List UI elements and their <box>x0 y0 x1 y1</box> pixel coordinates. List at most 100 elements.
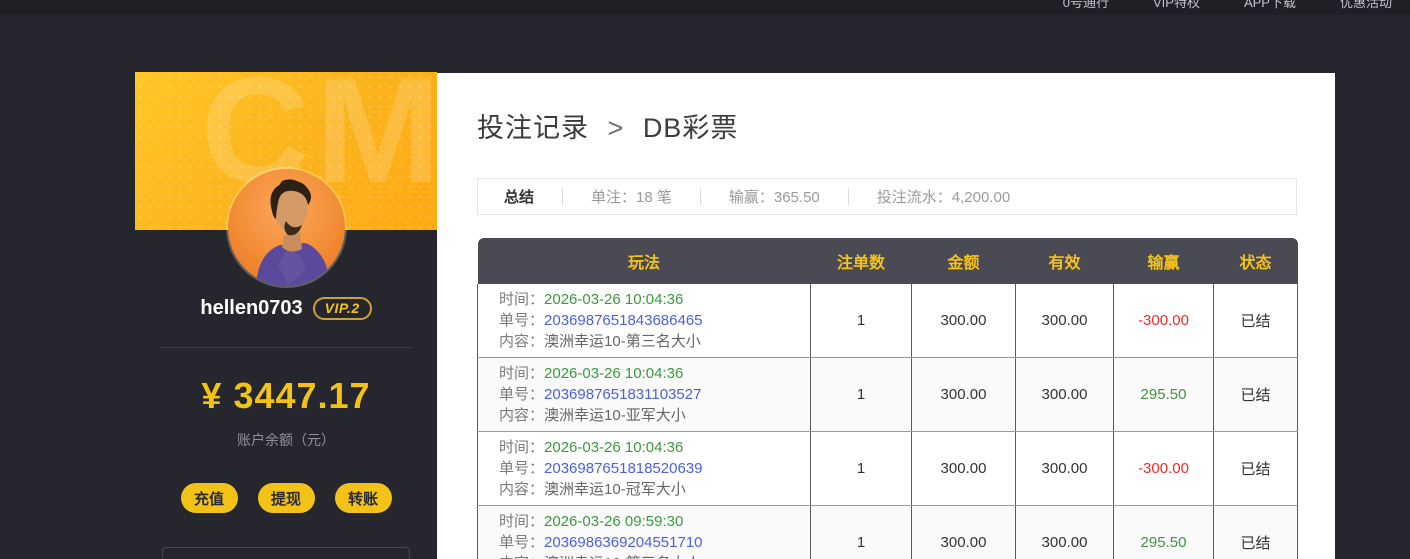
vip-badge: VIP.2 <box>312 297 372 320</box>
row-winloss: -300.00 <box>1113 431 1214 506</box>
row-time-label: 时间： <box>499 439 545 456</box>
play-cell: 时间：2026-03-26 10:04:36 单号：20369876518185… <box>477 431 811 506</box>
row-order-number-link[interactable]: 2036987651843686465 <box>544 312 703 329</box>
row-status: 已结 <box>1213 357 1298 432</box>
nav-item-app-download[interactable]: APP下载 <box>1243 0 1296 10</box>
breadcrumb-page: DB彩票 <box>642 113 739 143</box>
row-order-label: 单号： <box>499 534 545 551</box>
row-content-value: 澳洲幸运10-冠军大小 <box>544 481 686 498</box>
nav-item-vip[interactable]: VIP特权 <box>1153 0 1200 10</box>
row-winloss: 295.50 <box>1113 505 1214 559</box>
row-amount: 300.00 <box>911 284 1016 358</box>
summary-turnover: 投注流水：4,200.00 <box>876 189 1011 206</box>
row-order-line: 单号：2036987651843686465 <box>499 310 800 331</box>
row-time-line: 时间：2026-03-26 10:04:36 <box>499 363 800 384</box>
deposit-button[interactable]: 充值 <box>180 483 238 513</box>
row-bets: 1 <box>810 431 912 506</box>
row-valid: 300.00 <box>1015 284 1114 358</box>
row-order-line: 单号：2036987651831103527 <box>499 384 800 405</box>
row-order-line: 单号：2036986369204551710 <box>499 532 800 553</box>
row-time-line: 时间：2026-03-26 10:04:36 <box>499 437 800 458</box>
row-amount: 300.00 <box>911 505 1016 559</box>
row-amount: 300.00 <box>911 357 1016 432</box>
account-balance-label: 账户余额（元） <box>237 432 335 448</box>
account-balance: ¥ 3447.17 <box>201 375 371 416</box>
play-cell: 时间：2026-03-26 09:59:30 单号：20369863692045… <box>477 505 811 559</box>
nav-item-promotions[interactable]: 优惠活动 <box>1339 0 1392 10</box>
table-header-row: 玩法 注单数 金额 有效 输赢 状态 <box>477 238 1298 284</box>
row-time-value: 2026-03-26 10:04:36 <box>544 439 684 456</box>
table-row: 时间：2026-03-26 10:04:36 单号：20369876518311… <box>477 357 1298 432</box>
row-time-value: 2026-03-26 09:59:30 <box>544 513 684 530</box>
nav-item-account-pass[interactable]: 0号通行 <box>1062 0 1109 10</box>
row-order-number-link[interactable]: 2036986369204551710 <box>544 534 703 551</box>
col-header-win-loss: 输赢 <box>1113 238 1214 284</box>
row-content-label: 内容： <box>499 481 545 498</box>
row-content-line: 内容：澳洲幸运10-亚军大小 <box>499 405 800 426</box>
table-row: 时间：2026-03-26 09:59:30 单号：20369863692045… <box>477 505 1298 559</box>
profile-sidebar: hellen0703 VIP.2 ¥ 3447.17 账户余额（元） 充值 提现… <box>135 286 437 559</box>
transfer-button[interactable]: 转账 <box>334 483 392 513</box>
row-time-line: 时间：2026-03-26 09:59:30 <box>499 511 800 532</box>
bet-table-body: 时间：2026-03-26 10:04:36 单号：20369876518436… <box>477 284 1298 559</box>
row-valid: 300.00 <box>1015 505 1114 559</box>
row-valid: 300.00 <box>1015 357 1114 432</box>
row-order-label: 单号： <box>499 460 545 477</box>
summary-win-loss: 输赢：365.50 <box>728 189 820 206</box>
row-content-label: 内容： <box>499 407 545 424</box>
sidebar-divider <box>160 347 412 348</box>
row-content-line: 内容：澳洲幸运10-第三名大小 <box>499 331 800 352</box>
row-order-number-link[interactable]: 2036987651818520639 <box>544 460 703 477</box>
summary-divider <box>847 187 849 206</box>
row-content-label: 内容： <box>499 555 544 559</box>
col-header-play: 玩法 <box>477 238 811 284</box>
row-content-line: 内容：澳洲幸运10-冠军大小 <box>499 479 800 500</box>
row-status: 已结 <box>1213 284 1298 358</box>
row-order-number-link[interactable]: 2036987651831103527 <box>544 386 702 403</box>
row-time-label: 时间： <box>499 513 545 530</box>
col-header-status: 状态 <box>1213 238 1298 284</box>
row-bets: 1 <box>810 505 912 559</box>
row-content-value: 澳洲幸运10-第三名大小 <box>544 333 701 350</box>
summary-bet-count: 单注：18 笔 <box>591 189 672 206</box>
avatar <box>228 169 345 286</box>
main-panel: 投注记录 > DB彩票 总结 单注：18 笔 输赢：365.50 投注流水：4,… <box>437 73 1335 559</box>
play-cell: 时间：2026-03-26 10:04:36 单号：20369876518311… <box>477 357 811 432</box>
row-valid: 300.00 <box>1015 431 1114 506</box>
row-winloss: 295.50 <box>1113 357 1214 432</box>
row-content-label: 内容： <box>499 333 545 350</box>
breadcrumb: 投注记录 > DB彩票 <box>477 106 1335 145</box>
withdraw-button[interactable]: 提现 <box>257 483 315 513</box>
quick-actions: 充值 提现 转账 <box>135 483 437 513</box>
row-order-label: 单号： <box>499 386 545 403</box>
summary-title: 总结 <box>504 189 535 206</box>
row-bets: 1 <box>810 284 912 358</box>
row-content-line: 内容：澳洲幸运10-第三名大小 <box>499 553 800 559</box>
row-time-label: 时间： <box>499 291 545 308</box>
row-time-value: 2026-03-26 10:04:36 <box>544 365 684 382</box>
personal-center-link[interactable]: 个人中心 › <box>162 547 410 559</box>
row-bets: 1 <box>810 357 912 432</box>
breadcrumb-separator: > <box>607 113 625 143</box>
row-status: 已结 <box>1213 505 1298 559</box>
row-status: 已结 <box>1213 431 1298 506</box>
row-order-label: 单号： <box>499 312 545 329</box>
table-row: 时间：2026-03-26 10:04:36 单号：20369876518436… <box>477 284 1298 358</box>
row-winloss: -300.00 <box>1113 284 1214 358</box>
summary-divider <box>562 187 564 206</box>
row-order-line: 单号：2036987651818520639 <box>499 458 800 479</box>
col-header-amount: 金额 <box>911 238 1016 284</box>
bet-records-table: 玩法 注单数 金额 有效 输赢 状态 时间：2026-03-26 10:04:3… <box>477 238 1298 559</box>
table-row: 时间：2026-03-26 10:04:36 单号：20369876518185… <box>477 431 1298 506</box>
username: hellen0703 <box>200 297 303 319</box>
row-time-value: 2026-03-26 10:04:36 <box>544 291 684 308</box>
profile-banner: CMF <box>135 72 437 230</box>
summary-bar: 总结 单注：18 笔 输赢：365.50 投注流水：4,200.00 <box>477 178 1297 215</box>
row-time-label: 时间： <box>499 365 545 382</box>
row-time-line: 时间：2026-03-26 10:04:36 <box>499 289 800 310</box>
play-cell: 时间：2026-03-26 10:04:36 单号：20369876518436… <box>477 284 811 358</box>
row-content-value: 澳洲幸运10-亚军大小 <box>544 407 686 424</box>
avatar-image <box>228 169 345 286</box>
row-content-value: 澳洲幸运10-第三名大小 <box>544 555 701 559</box>
